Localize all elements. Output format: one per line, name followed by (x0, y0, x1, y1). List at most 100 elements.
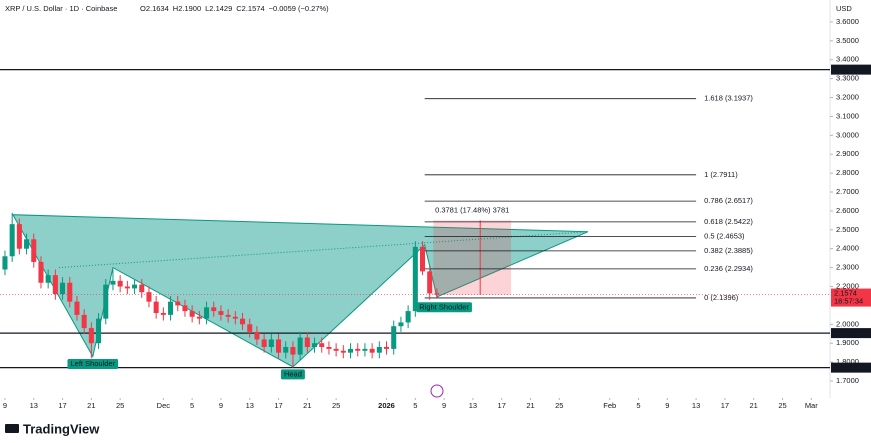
x-tick-label: 5 (636, 401, 640, 410)
candle-body (254, 331, 260, 340)
candle-body (45, 275, 51, 283)
x-tick-label: 21 (87, 401, 95, 410)
candle-body (211, 307, 217, 312)
level-tag (831, 328, 871, 339)
candle-body (189, 311, 195, 317)
x-tick-label: 17 (721, 401, 729, 410)
candle-body (16, 224, 22, 249)
candle-body (24, 239, 30, 249)
x-tick-label: Feb (603, 401, 616, 410)
level-tag-label: 1.7708 (834, 363, 857, 372)
x-tick-label: 25 (778, 401, 786, 410)
pattern-label: Head (284, 369, 302, 378)
candle-body (348, 348, 354, 353)
y-tick-label: 3.2000 (836, 93, 859, 102)
candle-body (117, 280, 123, 287)
level-tag-label: 3.3476 (834, 65, 857, 74)
candle-body (2, 256, 8, 270)
logo: TradingView (5, 421, 100, 436)
fib-label: 0 (2.1396) (704, 293, 739, 302)
candle-body (297, 337, 303, 355)
candle-body (132, 284, 138, 289)
candle-body (81, 314, 87, 329)
x-tick-label: Dec (157, 401, 171, 410)
candle-body (434, 293, 440, 295)
fib-label: 1.618 (3.1937) (704, 94, 753, 103)
y-tick-label: 2.6000 (836, 206, 859, 215)
candle-body (369, 348, 375, 353)
y-tick-label: 3.0000 (836, 130, 859, 139)
symbol: XRP / U.S. Dollar · 1D · Coinbase (5, 4, 117, 13)
y-tick-label: 2.4000 (836, 244, 859, 253)
pattern-label-box (280, 369, 305, 380)
candle-body (96, 318, 102, 344)
candle-body (362, 348, 368, 351)
x-tick-label: 25 (555, 401, 563, 410)
level-tag (831, 362, 871, 373)
x-tick-label: 21 (526, 401, 534, 410)
event-icon (430, 384, 444, 398)
x-tick-label: Mar (805, 401, 818, 410)
candle-body (139, 284, 145, 293)
candle-body (175, 301, 181, 306)
pattern-label: Right Shoulder (419, 302, 469, 311)
fib-label: 0.236 (2.2934) (704, 264, 753, 273)
x-tick-label: 13 (469, 401, 477, 410)
measure-label: 0.3781 (17.48%) 3781 (435, 205, 509, 214)
x-tick-label: 9 (665, 401, 669, 410)
candle-body (52, 275, 58, 295)
x-tick-label: 13 (30, 401, 38, 410)
candle-body (283, 346, 289, 353)
candle-body (67, 282, 73, 302)
candle-body (420, 246, 426, 272)
candle-body (247, 324, 253, 332)
candle-body (261, 339, 267, 347)
ohlc-value: L2.1429 (205, 4, 232, 13)
candle-body (218, 311, 224, 315)
currency: USD (836, 4, 852, 13)
y-tick-label: 2.7000 (836, 187, 859, 196)
fib-label: 1 (2.7911) (704, 170, 738, 179)
y-tick-label: 2.9000 (836, 149, 859, 158)
x-tick-label: 9 (219, 401, 223, 410)
x-tick-label: 13 (246, 401, 254, 410)
candle-body (427, 271, 433, 294)
y-tick-label: 2.5000 (836, 225, 859, 234)
candle-body (182, 305, 188, 312)
y-tick-label: 1.9000 (836, 338, 859, 347)
x-tick-label: 25 (116, 401, 124, 410)
x-tick-label: 17 (58, 401, 66, 410)
ohlc-value: −0.0059 (−0.27%) (269, 4, 330, 13)
ohlc-value: O2.1634 (140, 4, 169, 13)
fib-label: 0.5 (2.4653) (704, 231, 745, 240)
candle-body (168, 301, 174, 315)
y-tick-label: 3.3000 (836, 74, 859, 83)
measure-box (433, 220, 512, 296)
y-tick-label: 3.6000 (836, 17, 859, 26)
y-tick-label: 3.4000 (836, 55, 859, 64)
candle-body (398, 322, 404, 327)
candle-body (333, 348, 339, 351)
candle-body (384, 346, 390, 349)
candle-body (74, 301, 80, 315)
candle-body (153, 301, 159, 313)
pattern-label-box (416, 302, 472, 313)
candle-body (88, 328, 94, 344)
x-tick-label: 5 (413, 401, 417, 410)
candle-body (405, 311, 411, 323)
candle-body (290, 346, 296, 355)
candle-body (276, 339, 282, 353)
last-price-label: 2.1574 (834, 289, 857, 298)
y-tick-label: 2.8000 (836, 168, 859, 177)
candle-body (225, 314, 231, 317)
last-price-tag (831, 288, 871, 307)
x-tick-label: 25 (332, 401, 340, 410)
y-tick-label: 1.7000 (836, 376, 859, 385)
y-tick-label: 2.0000 (836, 319, 859, 328)
x-tick-label: 17 (498, 401, 506, 410)
countdown: 18:57:34 (834, 297, 863, 306)
neckline (58, 231, 589, 269)
x-tick-label: 5 (190, 401, 194, 410)
candle-body (124, 286, 130, 289)
